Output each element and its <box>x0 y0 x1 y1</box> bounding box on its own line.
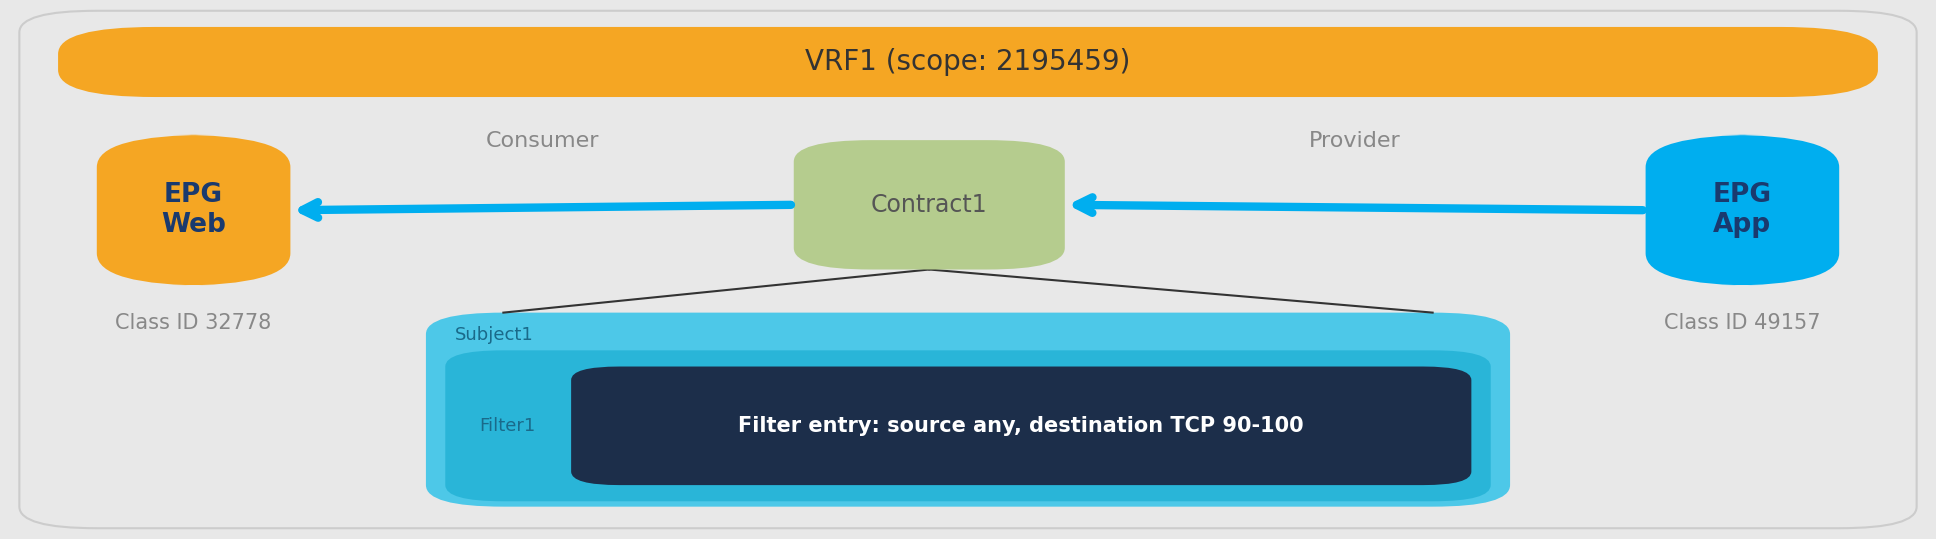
FancyBboxPatch shape <box>58 27 1878 97</box>
Text: EPG
App: EPG App <box>1713 182 1771 238</box>
Text: Filter entry: source any, destination TCP 90-100: Filter entry: source any, destination TC… <box>738 416 1305 436</box>
Text: VRF1 (scope: 2195459): VRF1 (scope: 2195459) <box>805 48 1131 76</box>
Text: Class ID 32778: Class ID 32778 <box>116 313 271 333</box>
FancyBboxPatch shape <box>1646 135 1839 286</box>
Text: Consumer: Consumer <box>486 131 598 151</box>
FancyBboxPatch shape <box>794 140 1065 270</box>
Text: Class ID 49157: Class ID 49157 <box>1665 313 1820 333</box>
FancyBboxPatch shape <box>445 350 1491 501</box>
Text: Filter1: Filter1 <box>478 417 536 435</box>
Text: Contract1: Contract1 <box>871 193 987 217</box>
Text: Subject1: Subject1 <box>455 326 534 344</box>
FancyBboxPatch shape <box>97 135 290 286</box>
Text: EPG
Web: EPG Web <box>161 182 227 238</box>
Text: Provider: Provider <box>1309 131 1402 151</box>
FancyBboxPatch shape <box>19 11 1917 528</box>
FancyBboxPatch shape <box>426 313 1510 507</box>
FancyBboxPatch shape <box>571 367 1471 485</box>
